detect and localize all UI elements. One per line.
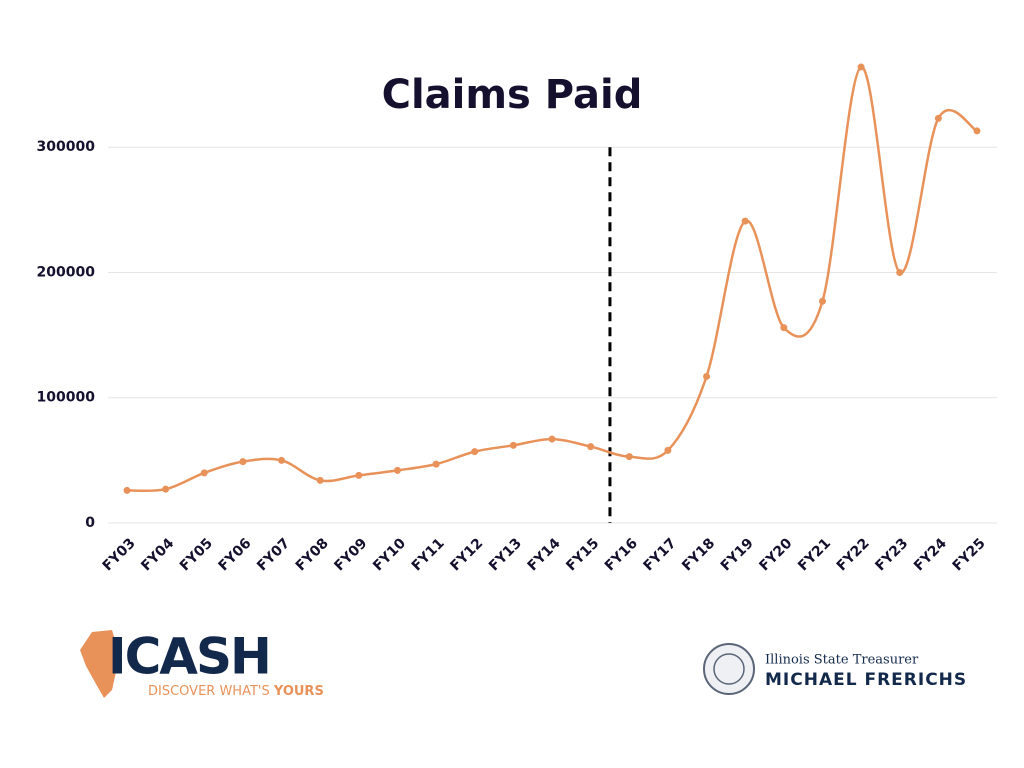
point — [703, 372, 711, 380]
tagline-main: DISCOVER WHAT'S — [148, 684, 270, 699]
x-tick-label: FY05 — [177, 535, 216, 574]
x-tick-label: FY22 — [834, 535, 873, 574]
point — [587, 443, 595, 451]
x-tick-label: FY13 — [486, 535, 525, 574]
y-tick-label: 300000 — [37, 139, 96, 155]
point — [316, 476, 324, 484]
point — [857, 63, 865, 71]
point — [278, 456, 286, 464]
point — [973, 127, 981, 135]
chart-title: Claims Paid — [382, 72, 643, 118]
seal — [703, 643, 755, 695]
point — [664, 446, 672, 454]
point — [200, 469, 208, 477]
illinois-shape — [80, 630, 118, 698]
x-tick-label: FY09 — [331, 535, 370, 574]
x-tick-label: FY25 — [950, 535, 989, 574]
x-tick-label: FY14 — [525, 535, 564, 574]
logo-text: ICASH — [108, 628, 270, 686]
x-tick-label: FY18 — [679, 535, 718, 574]
x-tick-label: FY21 — [795, 535, 834, 574]
x-tick-label: FY06 — [216, 535, 255, 574]
treasurer-logo: Illinois State Treasurer MICHAEL FRERICH… — [703, 643, 967, 695]
x-tick-label: FY16 — [602, 535, 641, 574]
point — [123, 486, 131, 494]
point — [432, 460, 440, 468]
icash-logo: ICASH DISCOVER WHAT'S YOURS — [80, 628, 324, 699]
y-tick-label: 200000 — [37, 264, 96, 280]
x-tick-label: FY19 — [718, 535, 757, 574]
x-tick-label: FY10 — [370, 535, 409, 574]
point — [355, 471, 363, 479]
x-tick-label: FY08 — [293, 535, 332, 574]
x-tick-label: FY20 — [756, 535, 795, 574]
logo-tagline: DISCOVER WHAT'S YOURS — [148, 684, 324, 699]
y-tick-label: 0 — [85, 515, 95, 531]
point — [509, 441, 517, 449]
point — [239, 458, 247, 466]
point — [780, 324, 788, 332]
treasurer-name: MICHAEL FRERICHS — [765, 670, 967, 690]
point — [896, 268, 904, 276]
point — [162, 485, 170, 493]
y-tick-label: 100000 — [37, 390, 96, 406]
point — [934, 114, 942, 122]
x-tick-label: FY24 — [911, 535, 950, 574]
point — [548, 435, 556, 443]
x-tick-label: FY03 — [100, 535, 139, 574]
x-tick-label: FY23 — [872, 535, 911, 574]
line — [126, 65, 978, 493]
point — [393, 466, 401, 474]
tagline-emphasis: YOURS — [273, 684, 324, 699]
office: Illinois State Treasurer — [765, 653, 919, 668]
point — [818, 297, 826, 305]
x-tick-label: FY04 — [138, 535, 177, 574]
x-tick-label: FY11 — [409, 535, 448, 574]
point — [471, 448, 479, 456]
x-tick-label: FY12 — [447, 535, 486, 574]
point — [625, 453, 633, 461]
x-tick-label: FY07 — [254, 535, 293, 574]
x-tick-label: FY17 — [641, 535, 680, 574]
x-tick-label: FY15 — [563, 535, 602, 574]
point — [741, 217, 749, 225]
seal-inner — [713, 653, 745, 685]
